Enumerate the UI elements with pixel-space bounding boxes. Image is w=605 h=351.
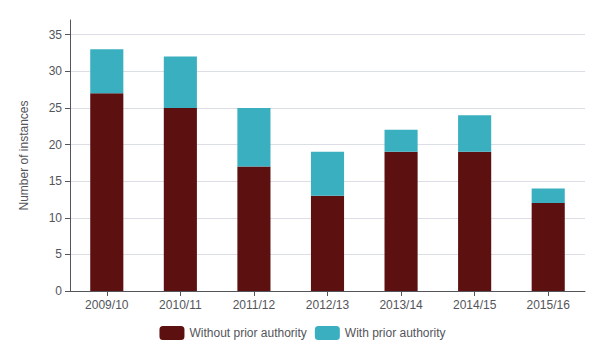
svg-text:5: 5 <box>55 247 62 261</box>
svg-text:Number of instances: Number of instances <box>17 100 31 210</box>
svg-text:20: 20 <box>49 138 63 152</box>
svg-text:0: 0 <box>55 284 62 298</box>
svg-text:With prior authority: With prior authority <box>345 326 446 340</box>
svg-text:15: 15 <box>49 174 63 188</box>
svg-text:25: 25 <box>49 101 63 115</box>
svg-text:2015/16: 2015/16 <box>527 298 571 312</box>
svg-text:2013/14: 2013/14 <box>379 298 423 312</box>
svg-text:2009/10: 2009/10 <box>85 298 129 312</box>
svg-text:2011/12: 2011/12 <box>233 298 276 312</box>
svg-text:Without prior authority: Without prior authority <box>189 326 306 340</box>
svg-text:35: 35 <box>49 28 63 42</box>
svg-text:2010/11: 2010/11 <box>159 298 202 312</box>
svg-text:30: 30 <box>49 64 63 78</box>
svg-text:2014/15: 2014/15 <box>453 298 497 312</box>
svg-text:2012/13: 2012/13 <box>306 298 350 312</box>
svg-text:10: 10 <box>49 211 63 225</box>
